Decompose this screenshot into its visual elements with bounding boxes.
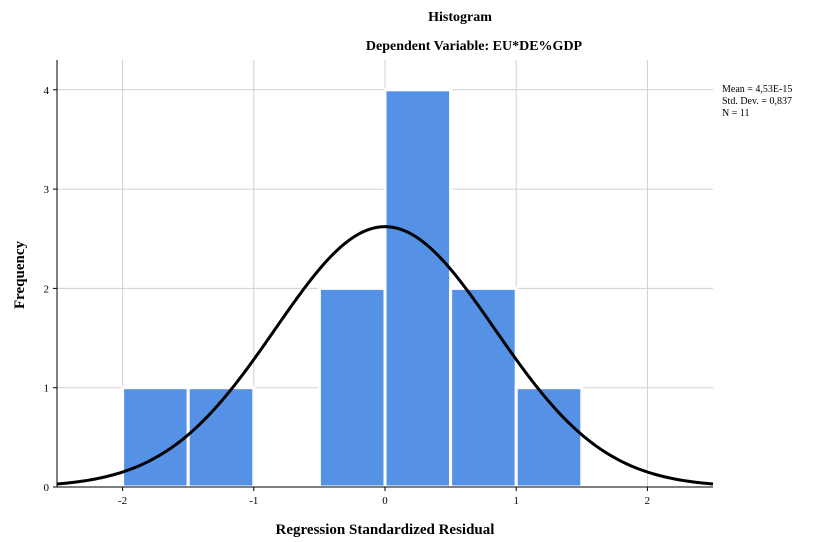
histogram-bar: [449, 286, 518, 489]
x-tick-label: -2: [118, 495, 127, 507]
x-tick-label: 1: [513, 495, 519, 507]
normal-curve: [56, 225, 714, 486]
y-tick-label: 2: [44, 283, 50, 295]
histogram-bar: [317, 286, 387, 489]
chart-subtitle: Dependent Variable: EU*DE%GDP: [366, 39, 583, 54]
x-tick-label: -1: [249, 495, 258, 507]
y-axis-label: Frequency: [12, 240, 28, 309]
tick-layer: -2 -1 0 1 2 0 1 2 3 4: [44, 85, 651, 507]
curve-layer: [56, 225, 714, 486]
bar-layer: [121, 88, 584, 489]
stats-n: N = 11: [722, 108, 750, 119]
y-tick-label: 4: [44, 85, 50, 97]
histogram-bar: [121, 386, 190, 489]
histogram-bar: [383, 88, 453, 489]
y-tick-label: 3: [44, 184, 50, 196]
chart-title: Histogram: [428, 10, 492, 25]
y-tick-label: 0: [44, 482, 50, 494]
stats-mean: Mean = 4,53E-15: [722, 84, 792, 95]
x-axis-label: Regression Standardized Residual: [276, 522, 495, 538]
y-tick-label: 1: [44, 383, 50, 395]
x-tick-label: 2: [645, 495, 651, 507]
stats-std-dev: Std. Dev. = 0,837: [722, 96, 792, 107]
x-tick-label: 0: [382, 495, 388, 507]
